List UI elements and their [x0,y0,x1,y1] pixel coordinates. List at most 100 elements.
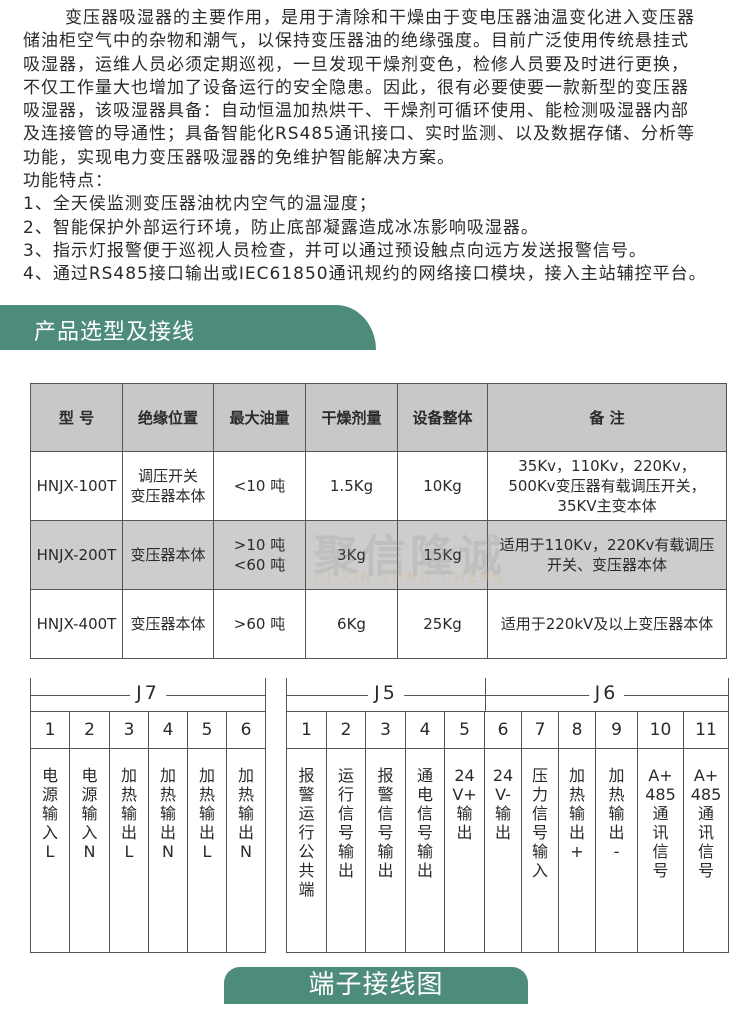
cell-line: >60 吨 [233,615,286,633]
intro-line: 储油柜空气中的杂物和潮气，以保持变压器油的绝缘强度。目前广泛使用传统悬挂式 [23,31,689,52]
pin-label-line: 出 [456,823,473,842]
pin-label-line: 报 [298,766,315,785]
table-cell-note: 适用于220kV及以上变压器本体 [487,589,727,659]
terminal-group-j5: J5 [287,678,485,712]
pin-label-line: 入 [81,823,98,842]
watermark-logo-sub: JU XIN LONG CHENG [313,570,507,586]
cell-line: 变压器本体 [130,615,206,633]
pin-label-line: 信 [416,804,433,823]
pin-label: 24 V- 输出 [485,749,521,842]
pin-label: A+ 485 通讯信号 [684,749,728,880]
table-cell-model: HNJX-200T [30,520,123,590]
pin-label-line: L [45,842,55,861]
pin-label-line: 热 [568,785,585,804]
group-divider [485,678,486,712]
feature-item: 2、智能保护外部运行环境，防止底部凝露造成冰冻影响吸湿器。 [23,217,539,238]
pin-label-line: 源 [41,785,58,804]
pin-label-line: 热 [608,785,625,804]
pin-label-line: 警 [377,785,394,804]
pin-label-line: 端 [298,880,315,899]
intro-line: 吸湿器，运维人员必须定期巡视，一旦发现干燥剂变色，检修人员要及时进行更换， [23,54,689,75]
terminal-group-label: J7 [130,682,166,704]
section-banner-wiring: 端子接线图 [224,967,528,1004]
pin-label-line: 输 [456,804,473,823]
cell-line: 35Kv，110Kv，220Kv， [518,457,696,475]
pin-number: 7 [522,712,558,749]
pin-number: 6 [227,712,265,749]
pin-label-line: 24 [492,766,514,785]
pin-label-line: 号 [531,823,548,842]
pin-label-line: 号 [697,861,714,880]
cell-line: <10 吨 [233,477,286,495]
pin-label-line: 信 [697,842,714,861]
pin-label-line: + [570,842,584,861]
cell-line: 适用于220kV及以上变压器本体 [500,615,714,633]
pin-number: 1 [287,712,326,749]
table-cell-weight: 15Kg [397,520,488,590]
pin-label: 报警运行公共端 [287,749,326,899]
pin-label-line: 加 [568,766,585,785]
cell-line: 适用于110Kv，220Kv有载调压 [499,536,715,554]
pin-number: 1 [31,712,69,749]
table-cell-oil: >60 吨 [213,589,306,659]
pin-label-line: 通 [416,766,433,785]
pin-label-line: 热 [159,785,176,804]
pin-label-line: V+ [452,785,477,804]
pin-label-line: 信 [337,804,354,823]
pin-number: 4 [149,712,187,749]
pin-label-line: 加 [120,766,137,785]
pin-label-line: 输 [81,804,98,823]
pin-label-line: 输 [608,804,625,823]
table-row: HNJX-100T 调压开关 变压器本体 <10 吨 1.5Kg 10Kg 35Kv，110… [30,451,727,521]
pin-label-line: 加 [159,766,176,785]
pin-label-line: L [124,842,134,861]
pin-label-line: 号 [337,823,354,842]
table-cell-desiccant: 3Kg [305,520,398,590]
section-title: 产品选型及接线 [34,320,196,345]
pin-label-line: 讯 [697,823,714,842]
table-header-cell: 备 注 [487,383,727,452]
table-cell-weight: 10Kg [397,451,488,521]
table-header-cell: 干燥剂量 [305,383,398,452]
table-row: HNJX-400T 变压器本体 >60 吨 6Kg 25Kg 适用于220kV及以上变压器… [30,589,727,659]
pin-label-line: 警 [298,785,315,804]
intro-text: 变压器吸湿器的主要作用，是用于清除和干燥由于变电压器油温变化进入变压器 储油柜空… [23,7,727,287]
table-cell-model: HNJX-100T [30,451,123,521]
pin-label-line: 共 [298,861,315,880]
pin-label: 24 V+ 输出 [445,749,484,842]
terminal-group-label: J5 [368,682,404,704]
table-cell-oil: <10 吨 [213,451,306,521]
pin-label-line: 输 [198,804,215,823]
pin-label-line: 输 [237,804,254,823]
pin-label-line: 号 [652,861,669,880]
pin-label-line: N [83,842,96,861]
terminal-block-j5-j6: J5 J6 1 报警运行公共端 2 运行信号输出 3 报警信号输出 4 通电信号输出 5 24 V+ 输出… [286,678,729,953]
pin-label: 通电信号输出 [406,749,444,880]
section-banner-selection: 产品选型及接线 [0,305,376,350]
pin-number: 8 [559,712,595,749]
pin-label-line: 热 [198,785,215,804]
pin-label-line: 热 [237,785,254,804]
table-header-row: 型 号绝缘位置 最大油量 干燥剂量 设备整体备 注 [30,383,727,452]
table-row: HNJX-200T 变压器本体 >10 吨 <60 吨 3Kg 15Kg 适用于110Kv，… [30,520,727,590]
cell-line: 变压器本体 [130,546,206,564]
pin-label-line: A+ [693,766,719,785]
terminal-pin: 10 A+ 485 通讯信号 [638,712,684,952]
pin-label-line: 输 [531,842,548,861]
terminal-group-label: J6 [588,682,625,704]
pin-label-line: L [202,842,212,861]
pin-number: 3 [366,712,405,749]
